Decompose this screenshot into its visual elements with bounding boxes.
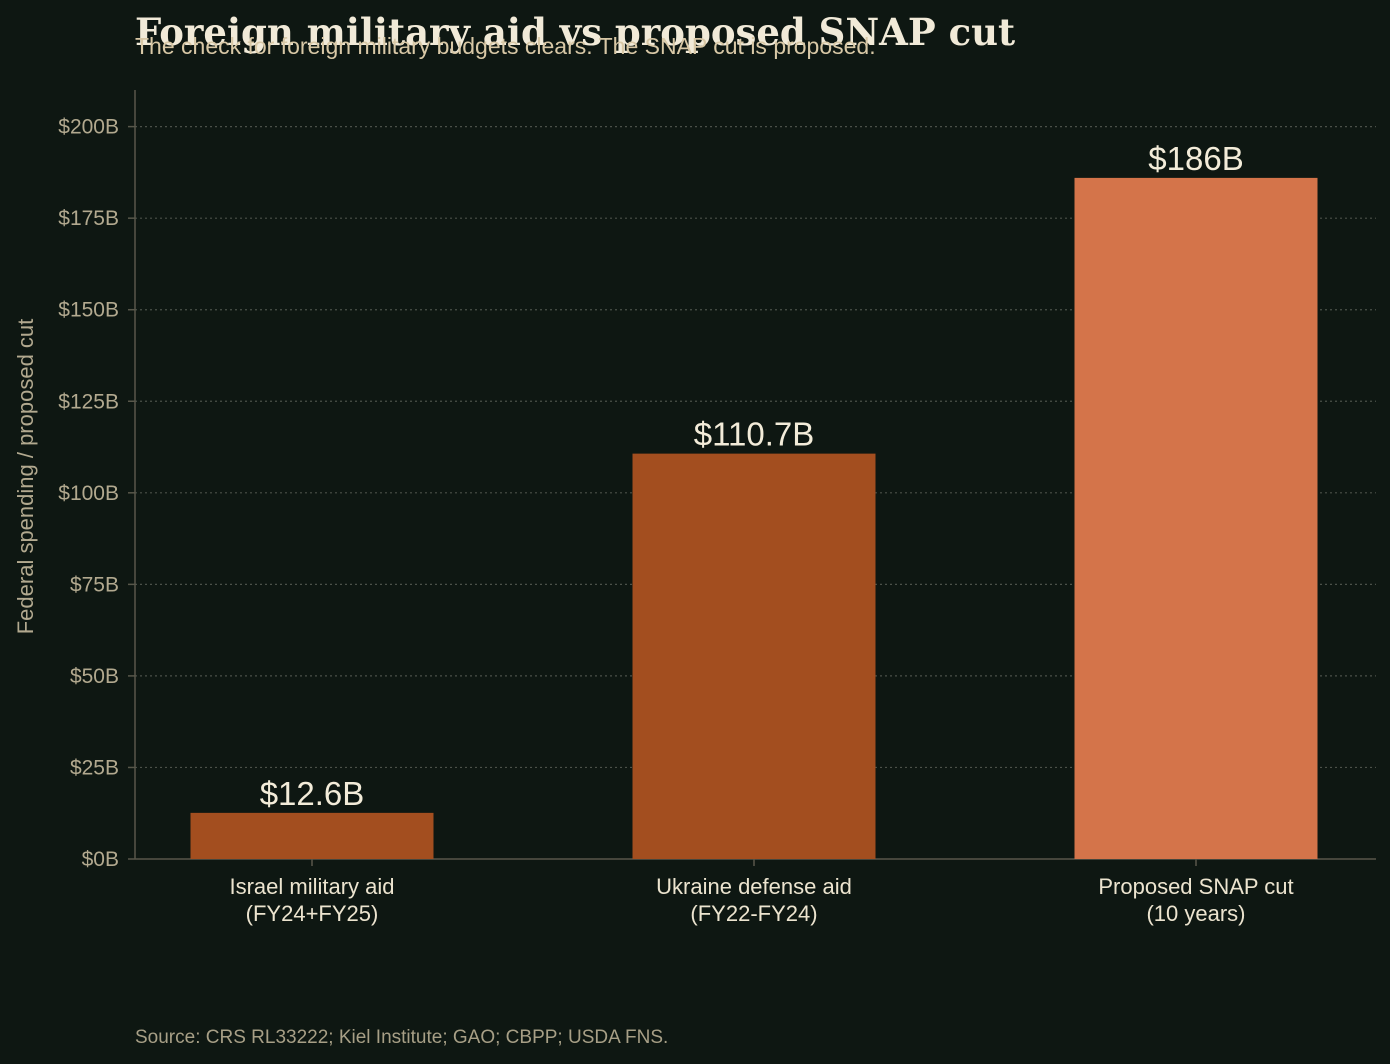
x-tick-label: Israel military aid xyxy=(229,874,394,899)
y-tick-label: $100B xyxy=(58,482,119,505)
y-tick-label: $175B xyxy=(58,207,119,230)
data-label: $110.7B xyxy=(694,416,815,453)
y-tick-label: $150B xyxy=(58,299,119,322)
y-tick-label: $0B xyxy=(82,848,119,871)
y-tick-label: $200B xyxy=(58,116,119,139)
x-tick-label: Proposed SNAP cut xyxy=(1098,874,1293,899)
x-tick-label: (FY22-FY24) xyxy=(690,901,817,926)
x-tick-label: (10 years) xyxy=(1146,901,1245,926)
source-note: Source: CRS RL33222; Kiel Institute; GAO… xyxy=(135,1027,669,1048)
y-axis-title: Federal spending / proposed cut xyxy=(13,319,38,635)
data-label: $186B xyxy=(1148,140,1243,177)
bar xyxy=(190,812,434,859)
data-label: $12.6B xyxy=(260,775,365,812)
x-tick-label: Ukraine defense aid xyxy=(656,874,852,899)
bar xyxy=(1074,177,1318,859)
chart-subtitle: The check for foreign military budgets c… xyxy=(135,33,876,59)
x-tick-label: (FY24+FY25) xyxy=(246,901,379,926)
y-tick-label: $125B xyxy=(58,390,119,413)
bar xyxy=(632,453,876,859)
y-tick-label: $50B xyxy=(70,665,119,688)
chart-title: Foreign military aid vs proposed SNAP cu… xyxy=(135,10,1016,54)
y-tick-label: $25B xyxy=(70,756,119,779)
y-tick-label: $75B xyxy=(70,573,119,596)
